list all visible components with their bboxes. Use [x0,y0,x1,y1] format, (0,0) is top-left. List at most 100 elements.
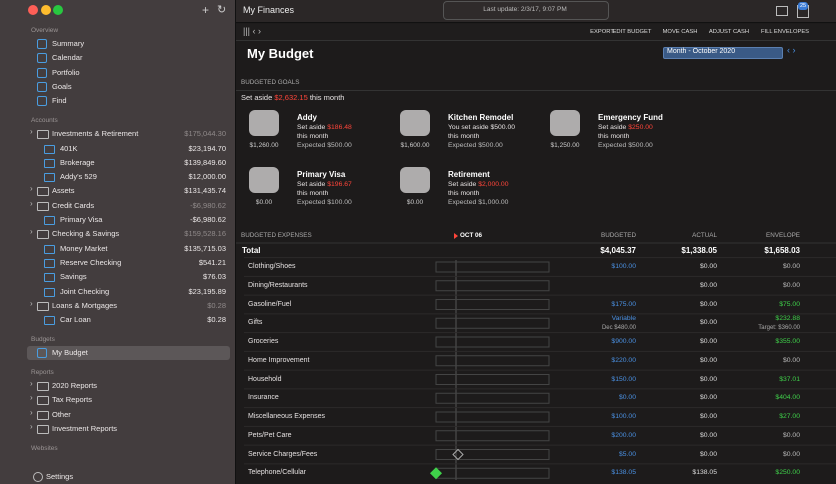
disclosure-chevron[interactable]: › [30,298,33,308]
sidebar-item[interactable]: Other [52,409,71,419]
progress-track [435,411,550,423]
envelope: $0.00 [782,450,800,458]
envelope: $75.00 [779,300,800,308]
text-span: $2,632.15 [274,93,308,102]
decorations [236,233,836,480]
sidebar-item[interactable]: Money Market [60,243,108,253]
disclosure-chevron[interactable]: › [30,422,33,431]
sidebar-item[interactable]: Joint Checking [60,286,110,296]
envelope: $232.88 [775,315,800,323]
status-box [443,1,609,20]
selected-row [27,346,230,361]
folder-icon [37,382,49,392]
budgeted: Variable [611,315,636,323]
toolbar-button[interactable]: EXPORT [590,29,614,35]
progress-track [435,467,550,479]
sidebar-item[interactable]: Credit Cards [52,200,95,210]
folder-icon [37,130,49,140]
expense-name: Miscellaneous Expenses [248,413,326,420]
upload-icon[interactable] [776,6,788,16]
sidebar-item[interactable]: Car Loan [60,315,91,325]
actual: $0.00 [699,281,717,289]
goal-saved: $0.00 [406,199,424,206]
text-span: You set aside $500.00 [448,124,516,131]
expense-name: Dining/Restaurants [248,281,308,289]
sidebar-item[interactable]: Find [52,96,67,106]
toolbar-button[interactable]: EDIT BUDGET [612,29,652,35]
actual: $0.00 [699,338,717,345]
toolbar-button[interactable]: FILL ENVELOPES [760,29,810,35]
actual: $0.00 [699,263,717,270]
disclosure-chevron[interactable]: › [30,379,33,389]
disclosure-chevron[interactable]: › [30,127,33,137]
sidebar-item[interactable]: Investment Reports [52,424,118,433]
goal-expected: Expected $500.00 [598,142,653,149]
disclosure-chevron[interactable]: › [30,393,33,403]
sidebar-item[interactable]: 401K [60,143,78,153]
column-header: ACTUAL [692,232,717,239]
nav-controls[interactable]: ||| ‹ › [243,26,262,36]
section-label: Websites [31,445,58,452]
sidebar-item[interactable]: Loans & Mortgages [52,300,118,310]
column-header: BUDGETED [601,232,636,239]
period-select[interactable] [663,47,783,59]
envelope-note: Target: $360.00 [758,325,800,332]
account-icon [44,158,55,168]
text-span: Set aside [598,124,627,131]
period-arrows[interactable]: ‹ › [787,45,796,55]
sidebar-item[interactable]: 2020 Reports [52,381,98,391]
progress-track [435,261,550,273]
disclosure-chevron[interactable]: › [30,407,33,417]
minimize-button[interactable] [41,5,51,15]
envelope: $0.00 [782,263,800,270]
zoom-button[interactable] [53,5,63,15]
total-label: Total [242,246,261,255]
actual: $0.00 [699,450,717,458]
envelope: $250.00 [775,469,800,477]
disclosure-chevron[interactable]: › [30,198,33,208]
budgeted: $100.00 [611,263,636,270]
sidebar-item[interactable]: Summary [52,39,85,48]
refresh-button[interactable]: ↻ [217,4,227,16]
envelope: $0.00 [782,281,800,289]
text-line: Set aside $2,000.00 [448,178,508,192]
toolbar-button[interactable]: ADJUST CASH [708,29,750,35]
folder-icon [37,201,49,211]
sidebar-item[interactable]: Addy's 529 [60,172,97,182]
add-button[interactable]: + [202,3,210,17]
disclosure-chevron[interactable]: › [30,227,33,237]
sidebar-item[interactable]: Assets [52,186,75,196]
sidebar-item[interactable]: Portfolio [52,67,80,77]
balance: $23,195.89 [188,286,226,296]
folder-icon [37,410,49,420]
item-icon [37,81,47,92]
progress-diamond [430,467,442,480]
sidebar-item[interactable]: Primary Visa [60,215,103,224]
account-icon [44,287,55,297]
sidebar-item[interactable]: Calendar [52,53,83,63]
folder-icon [37,396,49,406]
text-line: Set aside $250.00 [598,121,653,135]
page-title: My Budget [247,46,314,61]
folder-icon [37,425,49,434]
account-icon [44,316,55,326]
toolbar-button[interactable]: MOVE CASH [662,29,698,35]
sidebar-item[interactable]: Savings [60,272,87,282]
folder-icon [37,301,49,311]
balance: $175,044.30 [184,129,226,139]
expense-name: Clothing/Shoes [248,263,296,270]
sidebar-item[interactable]: Goals [52,81,72,91]
sidebar-item[interactable]: Investments & Retirement [52,129,139,139]
expense-name: Service Charges/Fees [248,450,318,458]
budgeted: $100.00 [611,413,636,420]
sidebar-item[interactable]: Reserve Checking [60,257,122,267]
section-label: Reports [31,369,54,377]
disclosure-chevron[interactable]: › [30,184,33,194]
sidebar-item[interactable]: My Budget [52,348,88,358]
settings[interactable]: Settings [46,472,74,481]
sidebar-item[interactable]: Checking & Savings [52,229,120,239]
sidebar-item[interactable]: Brokerage [60,157,95,167]
close-button[interactable] [28,5,38,15]
goal-line: this month [598,133,630,140]
sidebar-item[interactable]: Tax Reports [52,395,93,405]
